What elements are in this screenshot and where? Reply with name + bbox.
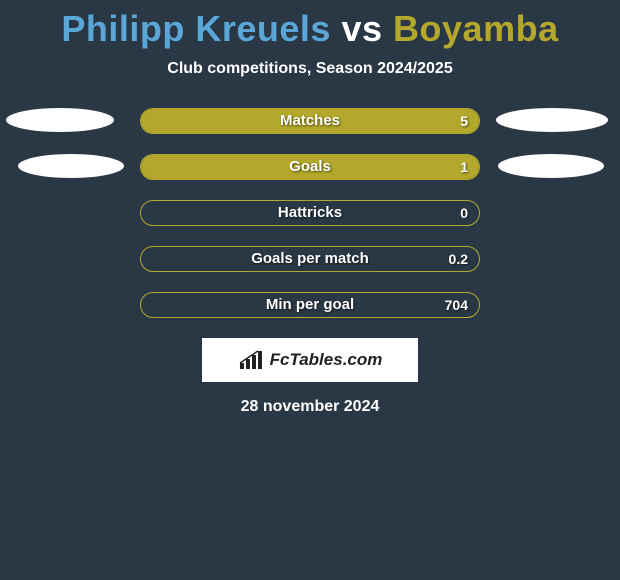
stat-row: Goals1: [0, 154, 620, 180]
bar-container: [140, 154, 480, 180]
left-ellipse: [6, 108, 114, 132]
footer-logo-text: FcTables.com: [270, 350, 383, 370]
stat-row: Hattricks0: [0, 200, 620, 226]
bar-container: [140, 292, 480, 318]
bars-icon: [238, 349, 264, 371]
left-ellipse: [18, 154, 124, 178]
right-ellipse: [498, 154, 604, 178]
vs-text: vs: [341, 8, 382, 49]
stats-chart: Matches5 Goals1 Hattricks0 Goals per match0…: [0, 108, 620, 318]
footer-logo: FcTables.com: [202, 338, 418, 382]
bar-fill: [141, 155, 479, 179]
bar-container: [140, 246, 480, 272]
bar-container: [140, 200, 480, 226]
stat-row: Min per goal704: [0, 292, 620, 318]
stat-row: Goals per match0.2: [0, 246, 620, 272]
right-ellipse: [496, 108, 608, 132]
comparison-title: Philipp Kreuels vs Boyamba: [0, 0, 620, 50]
footer-date: 28 november 2024: [0, 398, 620, 416]
bar-container: [140, 108, 480, 134]
player1-name: Philipp Kreuels: [61, 8, 331, 49]
bar-fill: [141, 109, 479, 133]
subtitle: Club competitions, Season 2024/2025: [0, 60, 620, 78]
stat-row: Matches5: [0, 108, 620, 134]
player2-name: Boyamba: [393, 8, 559, 49]
